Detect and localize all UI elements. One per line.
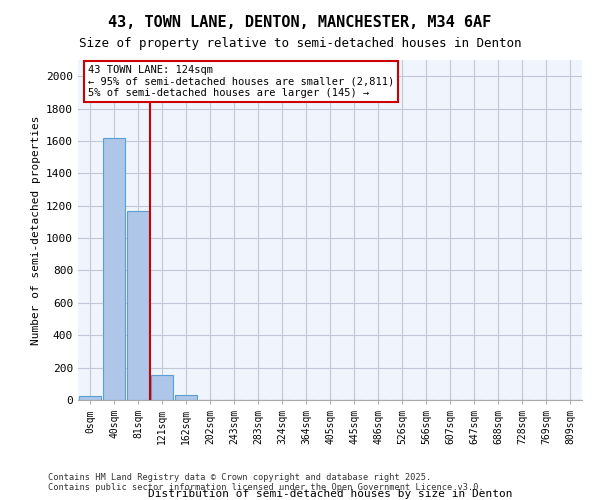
Text: 43 TOWN LANE: 124sqm
← 95% of semi-detached houses are smaller (2,811)
5% of sem: 43 TOWN LANE: 124sqm ← 95% of semi-detac… <box>88 65 394 98</box>
Bar <box>127 210 149 400</box>
Text: Contains HM Land Registry data © Crown copyright and database right 2025.
Contai: Contains HM Land Registry data © Crown c… <box>48 473 484 492</box>
Y-axis label: Number of semi-detached properties: Number of semi-detached properties <box>31 116 41 345</box>
Text: 43, TOWN LANE, DENTON, MANCHESTER, M34 6AF: 43, TOWN LANE, DENTON, MANCHESTER, M34 6… <box>109 15 491 30</box>
Bar <box>175 395 197 400</box>
X-axis label: Distribution of semi-detached houses by size in Denton: Distribution of semi-detached houses by … <box>148 488 512 498</box>
Bar <box>79 396 101 400</box>
Bar <box>103 138 125 400</box>
Bar <box>151 375 173 400</box>
Text: Size of property relative to semi-detached houses in Denton: Size of property relative to semi-detach… <box>79 38 521 51</box>
